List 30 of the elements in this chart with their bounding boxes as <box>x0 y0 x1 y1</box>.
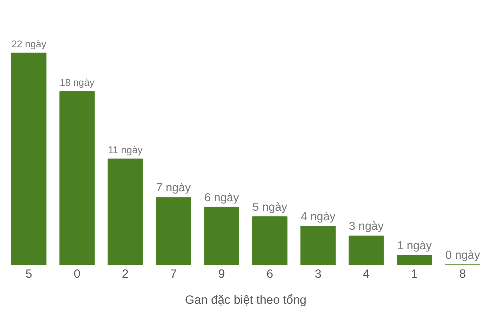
data-label: 0 ngày <box>446 250 480 262</box>
bar <box>156 197 192 265</box>
data-label: 7 ngày <box>156 182 192 195</box>
x-tick-label: 6 <box>266 267 274 281</box>
data-label: 5 ngày <box>252 202 288 214</box>
data-label: 3 ngày <box>349 221 384 234</box>
x-tick-label: 3 <box>314 267 322 281</box>
data-label: 11 ngày <box>108 146 143 157</box>
x-tick-label: 8 <box>460 267 467 281</box>
x-tick-label: 4 <box>363 267 370 281</box>
x-tick-label: 2 <box>122 267 130 281</box>
bar <box>12 52 47 265</box>
x-tick-label: 1 <box>411 267 418 281</box>
bar <box>252 216 288 265</box>
bar <box>60 91 95 265</box>
x-tick-label: 7 <box>170 267 178 281</box>
data-label: 4 ngày <box>300 212 336 224</box>
data-label: 22 ngày <box>12 40 47 51</box>
bar <box>348 236 384 265</box>
data-label: 18 ngày <box>60 78 95 90</box>
bar <box>204 206 240 265</box>
data-label: 1 ngày <box>397 240 432 252</box>
x-tick-label: 9 <box>218 267 226 281</box>
bar <box>300 226 336 265</box>
x-tick-label: 5 <box>26 267 33 281</box>
bar <box>108 158 144 265</box>
data-label: 6 ngày <box>204 192 240 204</box>
x-axis-title: Gan đặc biệt theo tổng <box>185 292 307 307</box>
x-tick-label: 0 <box>74 267 81 281</box>
bar <box>397 255 432 265</box>
